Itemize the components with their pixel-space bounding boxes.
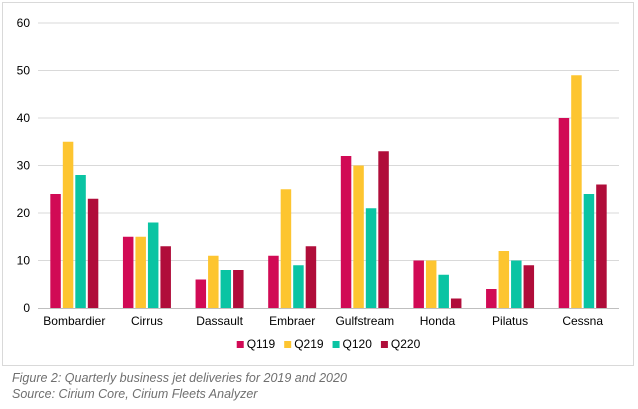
y-tick-label: 50: [17, 64, 31, 78]
bar-q220-cirrus: [160, 246, 171, 308]
bar-q220-gulfstream: [378, 151, 389, 308]
bars: [50, 75, 607, 308]
bar-q219-gulfstream: [353, 165, 364, 308]
bar-q220-embraer: [305, 246, 317, 308]
legend: Q119 Q219 Q120 Q220: [236, 337, 421, 351]
bar-q119-dassault: [195, 279, 207, 308]
bar-q220-cessna: [596, 184, 607, 308]
y-tick-label: 10: [17, 254, 31, 268]
legend-label-q220: Q220: [391, 337, 421, 351]
bar-q120-embraer: [293, 265, 304, 308]
x-tick-label: Bombardier: [43, 314, 105, 328]
bar-q120-honda: [438, 274, 449, 308]
bar-q120-gulfstream: [365, 208, 377, 308]
bar-q119-cirrus: [122, 236, 134, 308]
gridlines: [38, 22, 619, 261]
bar-q120-pilatus: [511, 260, 522, 308]
bar-q119-gulfstream: [340, 156, 352, 308]
chart-frame: 0 10 20 30 40 50 60 Bombardier Cirrus Dassault Em…: [2, 2, 634, 366]
legend-swatch-q220: [380, 341, 388, 348]
bar-q219-embraer: [280, 189, 292, 308]
y-tick-label: 60: [17, 16, 31, 30]
bar-q219-bombardier: [62, 141, 74, 308]
bar-q219-cessna: [571, 75, 582, 308]
y-axis-tick-labels: 0 10 20 30 40 50 60: [17, 16, 31, 315]
legend-label-q219: Q219: [294, 337, 324, 351]
x-tick-label: Cirrus: [131, 314, 163, 328]
source-caption: Source: Cirium Core, Cirium Fleets Analy…: [12, 387, 258, 401]
bar-q120-bombardier: [75, 175, 86, 308]
legend-swatch-q119: [236, 341, 244, 348]
legend-label-q119: Q119: [247, 337, 276, 351]
x-tick-label: Dassault: [196, 314, 243, 328]
bar-q220-bombardier: [87, 198, 99, 308]
x-tick-label: Embraer: [269, 314, 315, 328]
bar-q219-dassault: [208, 255, 219, 308]
bar-q119-bombardier: [50, 194, 61, 308]
x-tick-label: Pilatus: [492, 314, 528, 328]
figure-caption: Figure 2: Quarterly business jet deliver…: [12, 371, 347, 385]
bar-q119-embraer: [268, 255, 279, 308]
bar-q119-honda: [413, 260, 424, 308]
bar-q119-cessna: [558, 118, 570, 308]
bar-chart: 0 10 20 30 40 50 60 Bombardier Cirrus Dassault Em…: [17, 16, 619, 351]
legend-swatch-q219: [284, 341, 292, 348]
bar-q220-pilatus: [523, 265, 535, 308]
x-tick-label: Honda: [420, 314, 456, 328]
legend-label-q120: Q120: [343, 337, 373, 351]
bar-q120-cessna: [583, 194, 595, 308]
y-tick-label: 0: [23, 301, 30, 315]
legend-swatch-q120: [332, 341, 340, 348]
x-axis-tick-labels: Bombardier Cirrus Dassault Embraer Gulfstrea…: [43, 314, 603, 328]
bar-q120-cirrus: [147, 222, 159, 308]
bar-q219-honda: [425, 260, 437, 308]
y-tick-label: 30: [17, 159, 31, 173]
x-tick-label: Cessna: [562, 314, 603, 328]
bar-q220-honda: [450, 298, 462, 308]
bar-q119-pilatus: [486, 289, 497, 308]
bar-q220-dassault: [233, 270, 244, 308]
bar-q219-cirrus: [135, 236, 146, 308]
y-tick-label: 40: [17, 111, 31, 125]
bar-q120-dassault: [220, 270, 232, 308]
y-tick-label: 20: [17, 206, 31, 220]
bar-q219-pilatus: [498, 251, 510, 308]
x-tick-label: Gulfstream: [335, 314, 394, 328]
